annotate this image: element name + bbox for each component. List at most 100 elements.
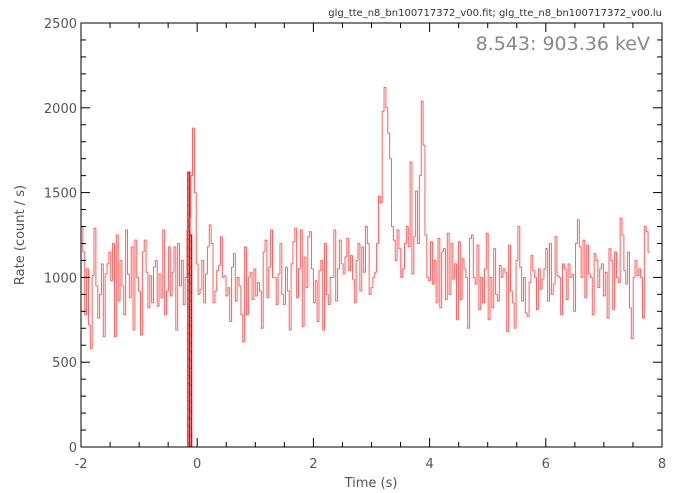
histogram-bin [632,276,636,339]
histogram-bin [446,232,450,300]
histogram-bin [376,242,379,273]
histogram-bin [312,268,316,304]
histogram-bin [325,243,329,295]
histogram-bin [549,242,552,302]
x-tick-label: 8 [658,457,666,472]
histogram-bin [126,229,130,275]
histogram-bin [580,246,583,278]
histogram-bin [160,274,163,299]
histogram-bin [286,267,290,292]
histogram-bin [130,246,134,298]
histogram-bin [175,246,178,331]
histogram-bin [188,217,191,230]
histogram-bin [214,290,217,303]
histogram-bin [476,244,479,285]
histogram-bin [244,246,247,342]
histogram-bin [543,268,546,280]
histogram-bin [258,282,262,292]
histogram-bin [205,273,208,303]
histogram-bin [528,281,531,317]
histogram-bin [206,246,210,275]
histogram-bin [636,260,639,277]
histogram-bin [156,260,160,307]
histogram-bin [316,280,319,322]
histogram-bin [149,275,152,308]
histogram-bin [390,158,394,228]
histogram-bin [136,240,139,278]
histogram-bin [281,243,284,295]
histogram-bin [240,285,243,316]
histogram-bin [628,251,632,309]
histogram-bin [164,229,167,316]
histogram-bin [641,277,645,319]
histogram-bin [487,233,491,321]
histogram-bin [480,276,483,310]
histogram-bin [95,228,98,287]
histogram-bin [621,218,624,236]
histogram-bin [452,243,455,280]
histogram-bin [290,263,293,330]
histogram-bin [351,255,355,280]
histogram-bin [586,244,589,298]
histogram-bin [350,254,353,271]
histogram-bin [448,233,451,295]
histogram-bin [643,226,647,319]
histogram-bin [264,239,267,252]
histogram-bin [253,268,256,300]
y-tick-label: 2000 [44,102,77,117]
histogram-bin [197,263,200,295]
histogram-bin [547,248,550,302]
histogram-bin [615,251,619,278]
histogram-bin [91,275,95,349]
histogram-bin [201,259,204,290]
histogram-bin [158,273,161,307]
histogram-bin [342,263,346,275]
histogram-bin [428,277,431,282]
histogram-bin [260,290,264,329]
histogram-bin [340,240,344,265]
histogram-bin [145,240,148,273]
histogram-bin [433,259,437,285]
histogram-bin [311,231,314,270]
histogram-bin [394,240,398,261]
histogram-bin [444,248,448,300]
histogram-bin [578,219,582,248]
histogram-bin [231,266,234,322]
histogram-bin [123,285,126,316]
histogram-bin [184,276,187,305]
histogram-bin [277,273,280,305]
histogram-bin [493,248,496,308]
histogram-bin [154,259,158,268]
histogram-bin [190,175,193,219]
histogram-bin [167,246,171,291]
x-tick-label: 4 [425,457,433,472]
histogram-bin [496,294,500,302]
histogram-bin [182,260,186,306]
histogram-bin [357,242,360,261]
histogram-bin [285,266,288,305]
histogram-bin [420,100,424,176]
histogram-bin [506,272,509,333]
histogram-bin [112,242,115,281]
histogram-bin [500,265,504,278]
histogram-bin [368,243,372,295]
plot-frame [80,22,663,448]
histogram-bin [236,276,240,302]
histogram-bin [541,278,544,290]
histogram-bin [119,259,122,302]
histogram-bin [121,260,124,287]
histogram-bin [602,263,606,297]
histogram-bin [431,241,435,285]
histogram-bin [162,229,165,298]
histogram-bin [569,263,572,278]
histogram-bin [138,277,141,292]
histogram-bin [470,234,474,239]
histogram-bin [485,232,489,269]
histogram-bin [153,266,156,303]
histogram-bin [303,256,306,327]
histogram-bin [463,258,466,270]
histogram-bin [560,277,563,316]
histogram-bin [180,259,184,286]
